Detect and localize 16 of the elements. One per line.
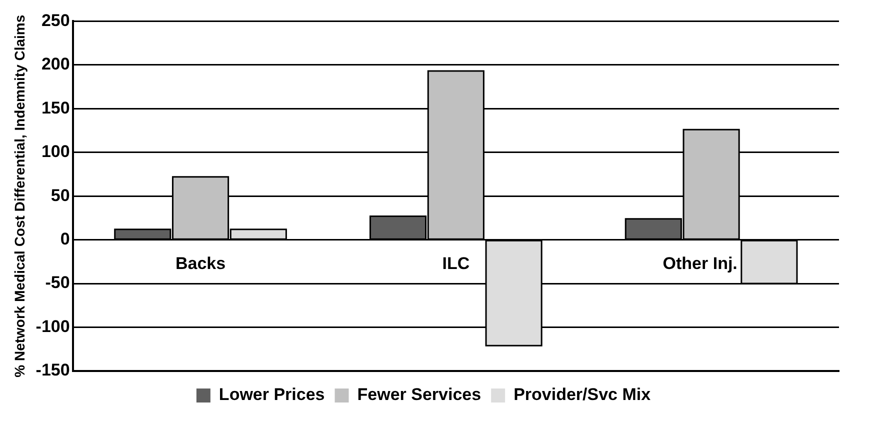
y-tick-label: -50	[45, 273, 70, 292]
y-tick-label: 200	[41, 54, 70, 74]
y-tick-label: -100	[36, 316, 70, 336]
legend-label: Lower Prices	[218, 385, 325, 404]
y-tick-label: -150	[36, 360, 70, 380]
y-tick-label: 50	[50, 186, 70, 205]
y-tick-label: 100	[41, 142, 70, 162]
x-tick-label: Other Inj.	[662, 254, 738, 274]
x-tick-label: ILC	[442, 254, 470, 274]
x-tick-label: Backs	[175, 254, 226, 274]
y-tick-label: 150	[41, 98, 70, 118]
y-axis-title: % Network Medical Cost Differential, Indemnity Claims	[11, 14, 28, 378]
y-tick-label: 250	[41, 10, 70, 30]
legend-label: Provider/Svc Mix	[514, 385, 652, 404]
y-tick-label: 0	[60, 230, 70, 249]
legend-label: Fewer Services	[357, 385, 482, 404]
